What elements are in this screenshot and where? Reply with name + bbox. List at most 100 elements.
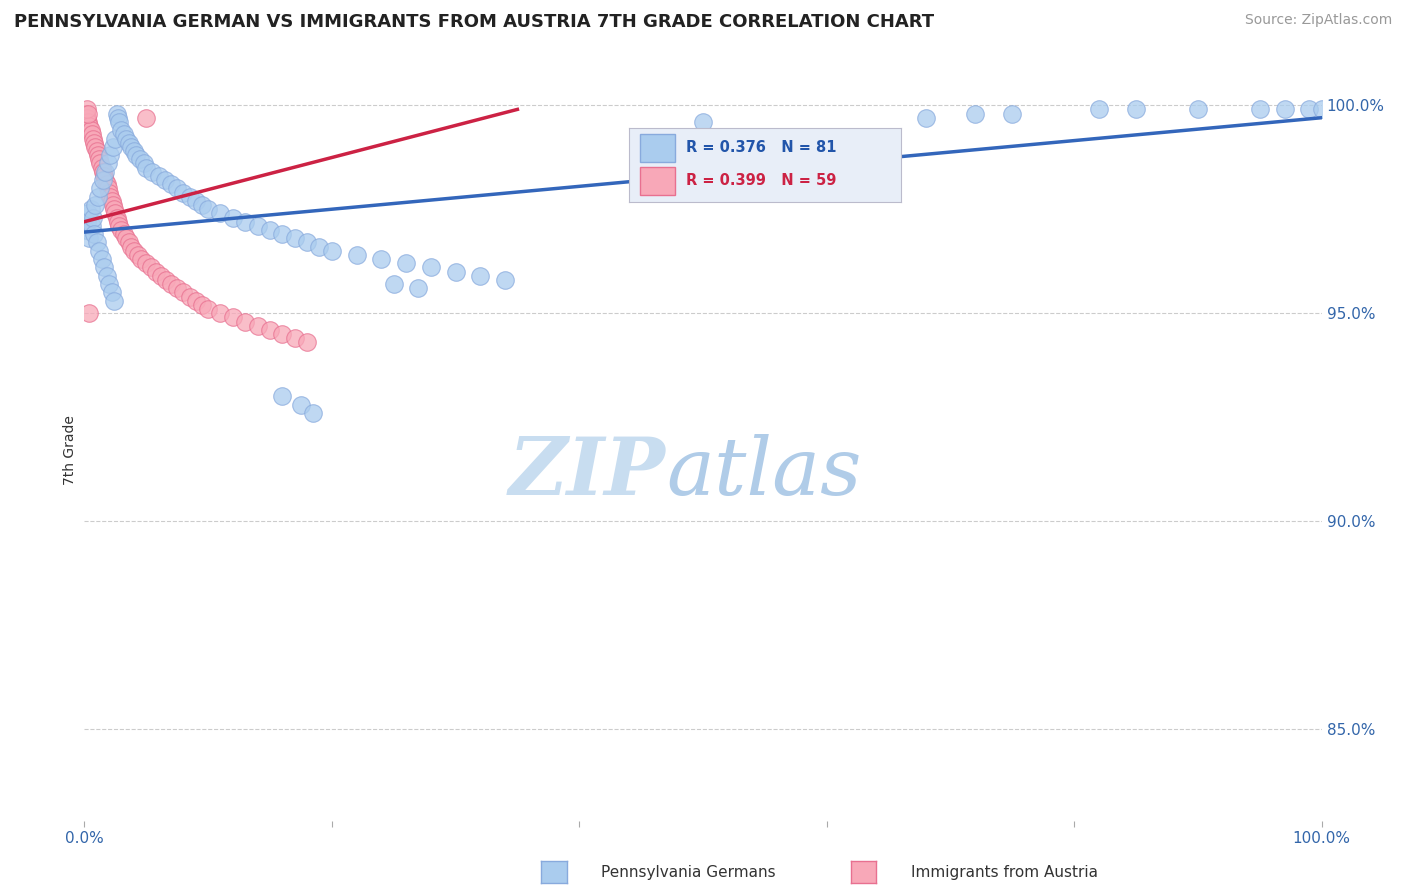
Point: [77, 206, 100, 220]
Point: [115, 231, 138, 245]
Point: [209, 306, 232, 320]
Point: [91, 173, 114, 187]
Point: [76, 103, 98, 117]
Point: [87, 148, 110, 162]
Text: PENNSYLVANIA GERMAN VS IMMIGRANTS FROM AUSTRIA 7TH GRADE CORRELATION CHART: PENNSYLVANIA GERMAN VS IMMIGRANTS FROM A…: [14, 13, 934, 31]
Point: [87, 190, 110, 204]
Point: [271, 227, 294, 242]
Point: [222, 310, 245, 325]
Point: [98, 190, 121, 204]
Point: [76, 215, 98, 229]
Point: [112, 128, 135, 142]
Point: [90, 161, 112, 175]
Point: [135, 161, 157, 175]
Point: [179, 289, 201, 303]
Point: [370, 252, 392, 267]
Point: [120, 140, 142, 154]
Point: [83, 136, 105, 150]
Point: [77, 106, 100, 120]
Point: [97, 181, 120, 195]
Point: [108, 115, 131, 129]
Point: [93, 169, 115, 183]
Point: [346, 248, 368, 262]
Point: [233, 215, 256, 229]
Point: [191, 198, 214, 212]
Text: R = 0.376   N = 81: R = 0.376 N = 81: [686, 140, 837, 155]
Point: [100, 285, 122, 300]
Point: [107, 111, 129, 125]
Text: ZIP: ZIP: [509, 434, 666, 511]
Point: [153, 173, 176, 187]
Text: Immigrants from Austria: Immigrants from Austria: [872, 865, 1098, 880]
Point: [77, 115, 100, 129]
Point: [118, 235, 141, 250]
Point: [90, 252, 112, 267]
Point: [82, 131, 104, 145]
Point: [419, 260, 441, 275]
Point: [120, 240, 142, 254]
Point: [160, 178, 183, 192]
Point: [75, 106, 97, 120]
Point: [914, 111, 936, 125]
Point: [295, 335, 318, 350]
Point: [112, 227, 135, 242]
Point: [96, 268, 118, 283]
Point: [135, 111, 157, 125]
Point: [444, 264, 467, 278]
Point: [76, 111, 98, 125]
Point: [125, 148, 148, 162]
Point: [470, 268, 492, 283]
Point: [93, 260, 115, 275]
Point: [259, 223, 281, 237]
Point: [89, 156, 111, 170]
Point: [118, 136, 141, 150]
Point: [184, 194, 207, 208]
Point: [284, 231, 307, 245]
Point: [1187, 103, 1209, 117]
Point: [101, 140, 124, 154]
Point: [98, 277, 121, 291]
Point: [103, 293, 125, 308]
Text: atlas: atlas: [666, 434, 862, 511]
Point: [160, 277, 183, 291]
Point: [395, 256, 418, 270]
Point: [104, 206, 127, 220]
Point: [155, 273, 177, 287]
Point: [233, 314, 256, 328]
Point: [84, 140, 107, 154]
Point: [103, 202, 125, 217]
Point: [197, 202, 219, 217]
Point: [172, 285, 194, 300]
Point: [115, 131, 138, 145]
Point: [98, 148, 121, 162]
Point: [148, 169, 170, 183]
Point: [84, 198, 107, 212]
Point: [104, 131, 127, 145]
Point: [108, 219, 131, 233]
Point: [107, 215, 129, 229]
Point: [166, 181, 188, 195]
Point: [246, 219, 269, 233]
Point: [191, 298, 214, 312]
Point: [141, 165, 163, 179]
Point: [129, 252, 152, 267]
Point: [94, 165, 117, 179]
Text: R = 0.399   N = 59: R = 0.399 N = 59: [686, 173, 837, 188]
Point: [965, 106, 987, 120]
Point: [494, 273, 516, 287]
Point: [1274, 103, 1296, 117]
Point: [89, 181, 111, 195]
Bar: [640, 167, 675, 195]
Point: [290, 398, 312, 412]
Point: [94, 173, 117, 187]
Point: [246, 318, 269, 333]
Point: [135, 256, 157, 270]
Point: [295, 235, 318, 250]
Point: [79, 123, 101, 137]
Point: [302, 406, 325, 420]
Point: [110, 223, 132, 237]
Point: [1088, 103, 1111, 117]
Point: [79, 202, 101, 217]
Point: [79, 306, 101, 320]
Point: [80, 219, 103, 233]
